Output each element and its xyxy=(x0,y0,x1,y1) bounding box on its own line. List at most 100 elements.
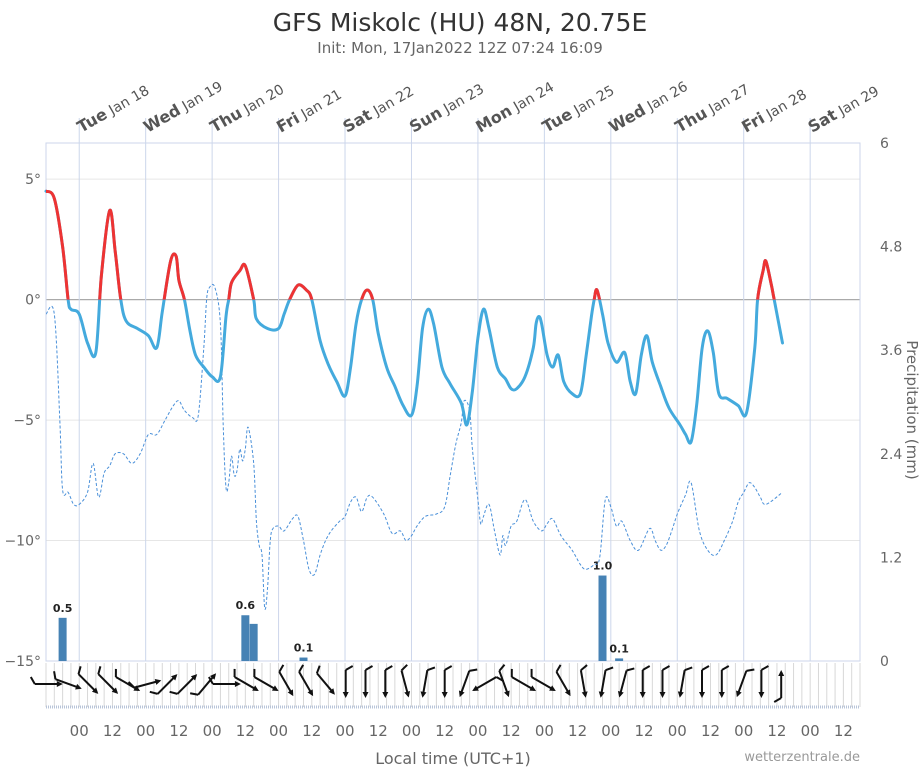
precip-bar-label: 0.1 xyxy=(609,642,629,655)
wind-barb xyxy=(758,665,769,698)
wind-barb xyxy=(639,665,651,698)
hour-label: 00 xyxy=(335,722,354,740)
wind-barb xyxy=(677,666,693,698)
y-tick-label: 5° xyxy=(25,172,41,188)
x-axis-hours: 00 12 00 12 00 12 00 12 00 12 00 12 00 12 00 12 00 12 00 12… xyxy=(70,722,853,740)
temperature-warm-segments xyxy=(46,189,776,300)
precipitation-bars: 0.5 0.6 0.1 1.0 0.1 xyxy=(53,560,629,661)
day-label: Sat Jan 22 xyxy=(340,81,417,137)
hour-label: 00 xyxy=(468,722,487,740)
wind-barb xyxy=(362,665,373,698)
precip-tick-label: 3.6 xyxy=(880,343,902,359)
hour-label: 12 xyxy=(767,722,786,740)
wind-barb xyxy=(400,664,411,698)
precip-bar-label: 0.1 xyxy=(294,642,314,655)
y-tick-label: 0° xyxy=(25,293,41,309)
hour-label: 12 xyxy=(435,722,454,740)
wind-barb xyxy=(699,665,710,698)
wind-barb xyxy=(420,666,436,698)
hour-label: 12 xyxy=(701,722,720,740)
hour-label: 12 xyxy=(834,722,853,740)
hour-label: 00 xyxy=(70,722,89,740)
wind-barb xyxy=(342,665,354,698)
plot-grid xyxy=(46,143,860,661)
wind-barb xyxy=(208,676,241,687)
hour-label: 12 xyxy=(369,722,388,740)
hour-label: 00 xyxy=(269,722,288,740)
y-tick-label: −15° xyxy=(4,654,41,670)
hour-label: 00 xyxy=(601,722,620,740)
y-axis-temperature: 5° 0° −5° −10° −15° xyxy=(4,172,41,670)
y-axis-right-title: Precipitation (mm) xyxy=(903,340,921,479)
wind-barb xyxy=(458,668,478,698)
wind-barbs-strip xyxy=(29,663,861,709)
day-label: Sun Jan 23 xyxy=(406,79,487,137)
hour-label: 12 xyxy=(302,722,321,740)
hour-label: 12 xyxy=(103,722,122,740)
wind-barb xyxy=(510,668,537,691)
wind-barb xyxy=(382,665,393,698)
precip-bar xyxy=(58,617,67,661)
y-tick-label: −10° xyxy=(4,534,41,550)
chart-subtitle: Init: Mon, 17Jan2022 12Z 07:24 16:09 xyxy=(317,39,602,57)
dewpoint-line xyxy=(45,283,783,610)
credit-label: wetterzentrale.de xyxy=(744,750,860,765)
precip-bar xyxy=(299,657,308,661)
hour-label: 12 xyxy=(568,722,587,740)
precip-bar-label: 1.0 xyxy=(593,560,613,573)
wind-barb xyxy=(617,667,635,698)
hour-label: 12 xyxy=(502,722,521,740)
plot-area xyxy=(45,142,861,662)
hour-label: 12 xyxy=(169,722,188,740)
hour-label: 00 xyxy=(203,722,222,740)
precip-tick-label: 2.4 xyxy=(880,447,902,463)
wind-barb xyxy=(278,664,294,697)
wind-barb xyxy=(530,668,556,691)
hour-label: 00 xyxy=(734,722,753,740)
hour-label: 00 xyxy=(668,722,687,740)
temperature-line xyxy=(44,189,784,445)
wind-barb xyxy=(659,665,670,698)
wind-barb xyxy=(189,673,217,696)
wind-barb xyxy=(233,668,259,691)
x-axis-title: Local time (UTC+1) xyxy=(375,749,531,768)
wind-barb xyxy=(441,665,453,698)
wind-barb xyxy=(29,676,63,687)
precip-bar xyxy=(249,623,258,661)
chart-title: GFS Miskolc (HU) 48N, 20.75E xyxy=(273,8,648,37)
day-label: Sat Jan 29 xyxy=(805,81,882,137)
wind-barb xyxy=(579,664,588,698)
precip-tick-label: 1.2 xyxy=(880,550,902,566)
wind-barb xyxy=(315,665,335,695)
precip-bar xyxy=(241,615,250,661)
wind-barb xyxy=(598,666,614,698)
y-axis-precipitation: 0 1.2 2.4 3.6 4.8 6 xyxy=(880,136,902,670)
hour-label: 00 xyxy=(402,722,421,740)
precip-bar-label: 0.6 xyxy=(236,599,256,612)
precip-bar xyxy=(598,575,607,661)
precip-tick-label: 4.8 xyxy=(880,240,902,256)
wind-barb xyxy=(736,668,755,698)
wind-barb xyxy=(718,665,730,698)
wind-barb xyxy=(253,668,279,691)
precip-tick-label: 0 xyxy=(880,654,889,670)
wind-barb xyxy=(555,664,571,697)
wind-barb xyxy=(298,664,314,697)
hour-label: 12 xyxy=(634,722,653,740)
wind-barb xyxy=(773,670,785,703)
wind-barb xyxy=(127,679,162,689)
y-tick-label: −5° xyxy=(13,413,41,429)
wind-barb xyxy=(53,671,82,690)
wind-barb xyxy=(498,664,510,698)
hour-label: 00 xyxy=(801,722,820,740)
hour-label: 12 xyxy=(236,722,255,740)
precip-tick-label: 6 xyxy=(880,136,889,152)
hour-label: 00 xyxy=(136,722,155,740)
temperature-warm-line xyxy=(46,189,776,300)
precip-bar-label: 0.5 xyxy=(53,602,73,615)
hour-label: 00 xyxy=(535,722,554,740)
day-label: Tue Jan 18 xyxy=(74,80,153,136)
precip-bar xyxy=(615,658,624,661)
